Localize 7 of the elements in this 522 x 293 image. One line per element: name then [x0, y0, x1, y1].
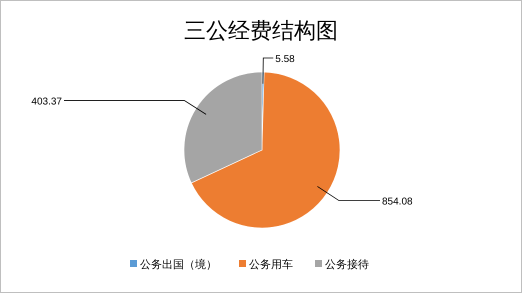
data-label: 5.58	[275, 54, 296, 66]
chart-title: 三公经费结构图	[184, 18, 338, 43]
data-label: 854.08	[382, 196, 414, 208]
data-label: 403.37	[31, 96, 62, 108]
legend-label: 公务出国（境）	[140, 258, 217, 271]
legend-label: 公务接待	[325, 258, 369, 271]
legend-label: 公务用车	[249, 258, 293, 271]
